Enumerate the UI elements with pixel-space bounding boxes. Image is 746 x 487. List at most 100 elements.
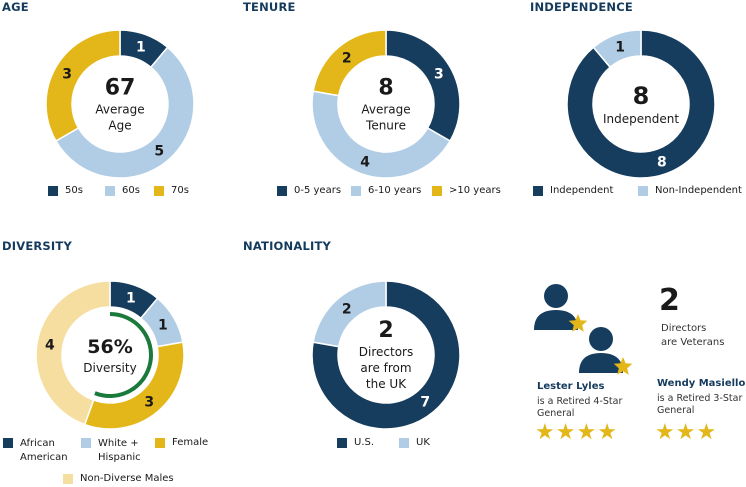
donut-slice [566,29,716,179]
center-label: Age [108,119,131,133]
legend-swatch [533,186,543,196]
slice-value-label: 1 [615,40,625,56]
star-icon [568,314,588,332]
legend-item: >10 years [432,185,501,196]
center-label: Diversity [83,361,136,375]
legend-label: Non-Independent [655,185,742,196]
legend-item: 50s [48,185,83,196]
legend-swatch [155,438,165,448]
center-value: 2 [378,318,393,343]
legend-item: Non-Independent [638,185,742,196]
star-icon: ★ [696,420,718,445]
star-icon: ★ [675,420,697,445]
age-title: AGE [2,0,29,14]
legend-item: 70s [154,185,189,196]
legend-label: U.S. [354,437,375,448]
center-label: Average [95,103,144,117]
legend-swatch [48,186,58,196]
donut-slice [311,280,461,430]
center-label: the UK [366,377,407,391]
donut-slice [45,29,121,143]
legend-label: 50s [65,185,83,196]
diversity-progress-ring [94,312,153,398]
center-label: Average [361,103,410,117]
donut-slice [54,46,195,179]
age-donut-chart: 1 5 3 67 Average Age [45,29,195,179]
donut-slice [35,280,111,426]
center-value: 67 [105,76,136,101]
veteran-desc: Directors are Veterans [661,322,741,350]
legend-swatch [63,474,73,484]
star-icon [613,357,633,375]
legend-label: African American [20,438,68,463]
center-label: are from [360,361,411,375]
star-icon: ★ [597,420,618,445]
star-icon: ★ [555,420,577,445]
person-icon [579,327,633,375]
veteran-stars: ★★★★ [535,420,618,445]
legend-item: African American [3,437,74,465]
center-label: Tenure [365,119,406,133]
legend-item: UK [399,437,430,448]
center-value: 56% [87,336,132,358]
veteran-rank: is a Retired 3-Star General [657,393,743,416]
star-icon: ★ [535,420,556,445]
veteran-desc-line: are Veterans [661,337,725,348]
legend-label: White + Hispanic [98,438,141,463]
slice-value-label: 2 [342,301,352,317]
veteran-name: Wendy Masiello [657,378,746,389]
legend-label: 6-10 years [368,185,422,196]
diversity-title: DIVERSITY [2,239,72,253]
slice-value-label: 3 [144,395,154,411]
star-icon: ★ [576,420,598,445]
center-value: 8 [633,82,650,110]
legend-label: UK [416,437,430,448]
legend-label: 0-5 years [294,185,342,196]
slice-value-label: 1 [136,40,146,56]
donut-slice [592,29,642,69]
slice-value-label: 5 [154,144,164,160]
person-icon [534,284,588,332]
legend-label: 60s [122,185,140,196]
legend-swatch [351,186,361,196]
veteran-name: Lester Lyles [537,381,605,392]
slice-value-label: 4 [45,337,55,353]
legend-item: Independent [533,185,613,196]
legend-swatch [399,438,409,448]
slice-value-label: 1 [126,291,136,307]
slice-value-label: 8 [657,154,667,170]
legend-swatch [432,186,442,196]
legend-swatch [3,438,13,448]
legend-item: 6-10 years [351,185,421,196]
legend-item: 0-5 years [277,185,341,196]
legend-item: Non-Diverse Males [63,473,174,484]
center-label: Directors [359,345,413,359]
legend-label: 70s [171,185,189,196]
legend-swatch [81,438,91,448]
tenure-donut-chart: 3 4 2 8 Average Tenure [311,29,461,179]
legend-item: Female [155,437,208,448]
slice-value-label: 3 [434,67,444,83]
slice-value-label: 2 [342,50,352,66]
veteran-stars: ★★★ [655,420,717,445]
legend-label: Female [172,437,209,448]
legend-item: White + Hispanic [81,437,150,465]
legend-item: U.S. [337,437,374,448]
legend-swatch [105,186,115,196]
legend-label: >10 years [449,185,501,196]
donut-slice [311,90,452,179]
center-value: 8 [378,76,393,101]
nationality-donut-chart: 7 2 2 Directors are from the UK [311,280,461,430]
slice-value-label: 7 [420,395,430,411]
nationality-title: NATIONALITY [243,239,332,253]
diversity-donut-chart: 1 1 3 4 56% Diversity [35,280,185,430]
slice-value-label: 3 [62,67,72,83]
slice-value-label: 4 [360,154,370,170]
legend-swatch [277,186,287,196]
legend-label: Non-Diverse Males [80,473,174,484]
independence-title: INDEPENDENCE [530,0,633,14]
donut-slice [312,29,387,97]
tenure-title: TENURE [243,0,296,14]
veteran-rank: is a Retired 4-Star General [537,396,623,419]
center-label: Independent [603,112,679,126]
